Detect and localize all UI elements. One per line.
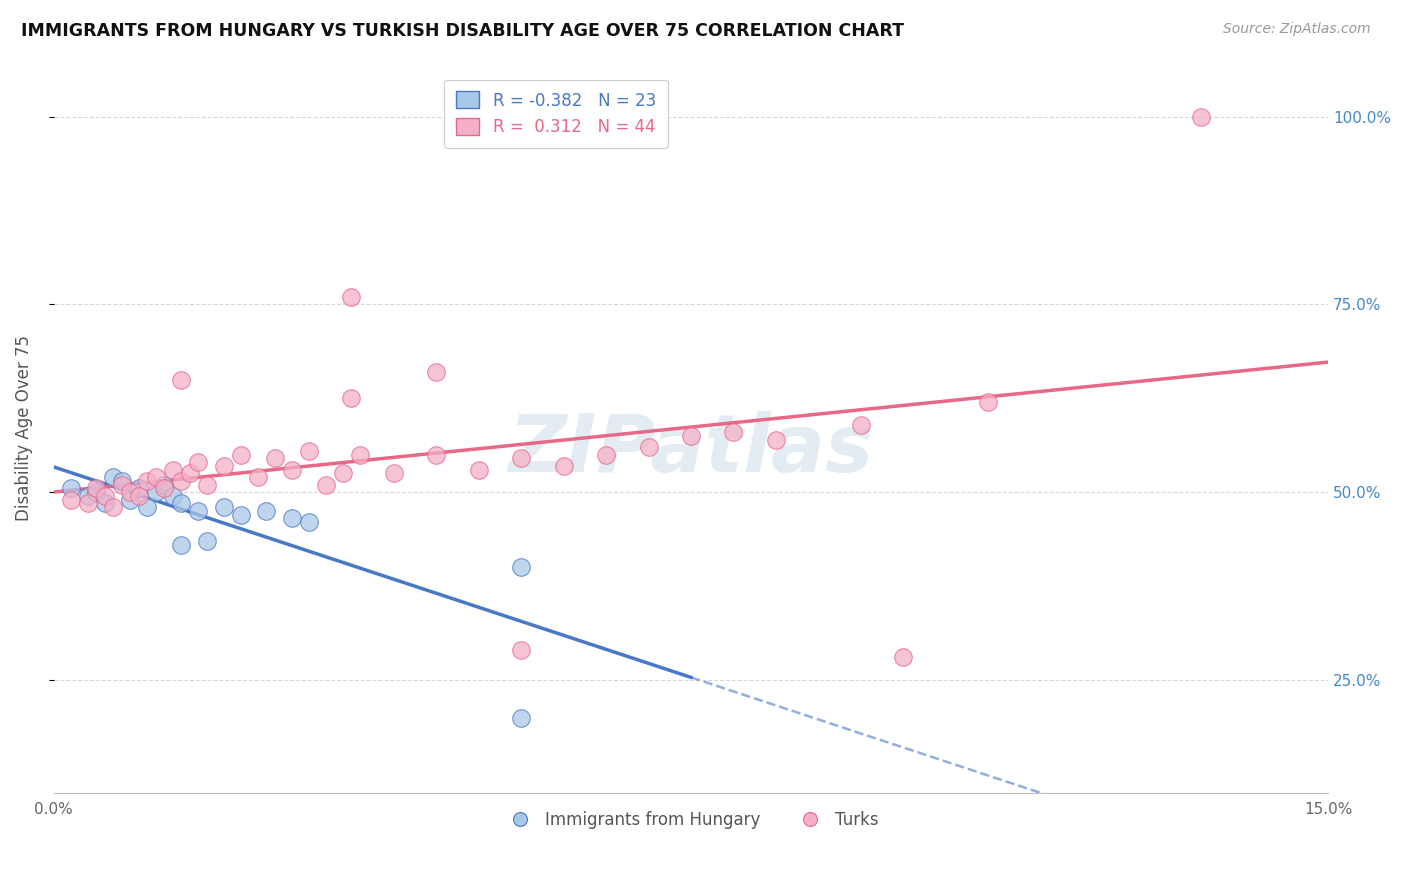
Point (510, 643, 533, 657)
Point (1189, 110, 1212, 124)
Point (120, 492, 142, 507)
Point (510, 710, 533, 724)
Text: ZIPatlas: ZIPatlas (509, 411, 873, 489)
Point (179, 467, 201, 481)
Point (195, 534, 218, 549)
Text: IMMIGRANTS FROM HUNGARY VS TURKISH DISABILITY AGE OVER 75 CORRELATION CHART: IMMIGRANTS FROM HUNGARY VS TURKISH DISAB… (21, 22, 904, 40)
Point (128, 482, 150, 496)
Point (340, 290, 363, 304)
Point (170, 474, 193, 488)
Point (94, 489, 117, 503)
Point (153, 477, 176, 491)
Point (849, 417, 872, 432)
Point (229, 448, 252, 462)
Point (977, 395, 1000, 409)
Point (315, 477, 337, 491)
Y-axis label: Disability Age Over 75: Disability Age Over 75 (15, 335, 32, 521)
Point (254, 504, 277, 518)
Point (145, 470, 167, 484)
Point (298, 443, 321, 458)
Point (59, 482, 82, 496)
Point (76, 496, 98, 510)
Point (187, 504, 209, 518)
Point (510, 451, 533, 466)
Legend: Immigrants from Hungary, Turks: Immigrants from Hungary, Turks (496, 804, 886, 835)
Point (679, 429, 702, 443)
Point (212, 458, 235, 473)
Point (136, 474, 159, 488)
Point (103, 500, 125, 515)
Point (195, 477, 218, 491)
Point (145, 485, 167, 500)
Point (212, 500, 235, 515)
Point (765, 433, 787, 447)
Point (246, 470, 269, 484)
Point (111, 474, 134, 488)
Point (120, 485, 142, 500)
Point (425, 365, 447, 379)
Point (170, 538, 193, 552)
Point (510, 560, 533, 574)
Point (76, 489, 98, 503)
Point (162, 463, 184, 477)
Point (229, 508, 252, 522)
Point (382, 467, 405, 481)
Point (332, 467, 354, 481)
Point (94, 496, 117, 510)
Point (280, 511, 302, 525)
Point (84, 485, 107, 500)
Point (723, 425, 745, 439)
Point (553, 458, 575, 473)
Point (187, 455, 209, 469)
Point (59, 492, 82, 507)
Point (595, 448, 617, 462)
Point (893, 650, 915, 665)
Point (425, 448, 447, 462)
Point (467, 463, 489, 477)
Point (170, 372, 193, 386)
Point (263, 451, 285, 466)
Point (111, 477, 134, 491)
Point (128, 489, 150, 503)
Point (103, 470, 125, 484)
Point (84, 482, 107, 496)
Text: Source: ZipAtlas.com: Source: ZipAtlas.com (1223, 22, 1371, 37)
Point (136, 500, 159, 515)
Point (170, 496, 193, 510)
Point (349, 448, 371, 462)
Point (162, 489, 184, 503)
Point (153, 482, 176, 496)
Point (340, 392, 363, 406)
Point (280, 463, 302, 477)
Point (637, 440, 659, 454)
Point (298, 515, 321, 529)
